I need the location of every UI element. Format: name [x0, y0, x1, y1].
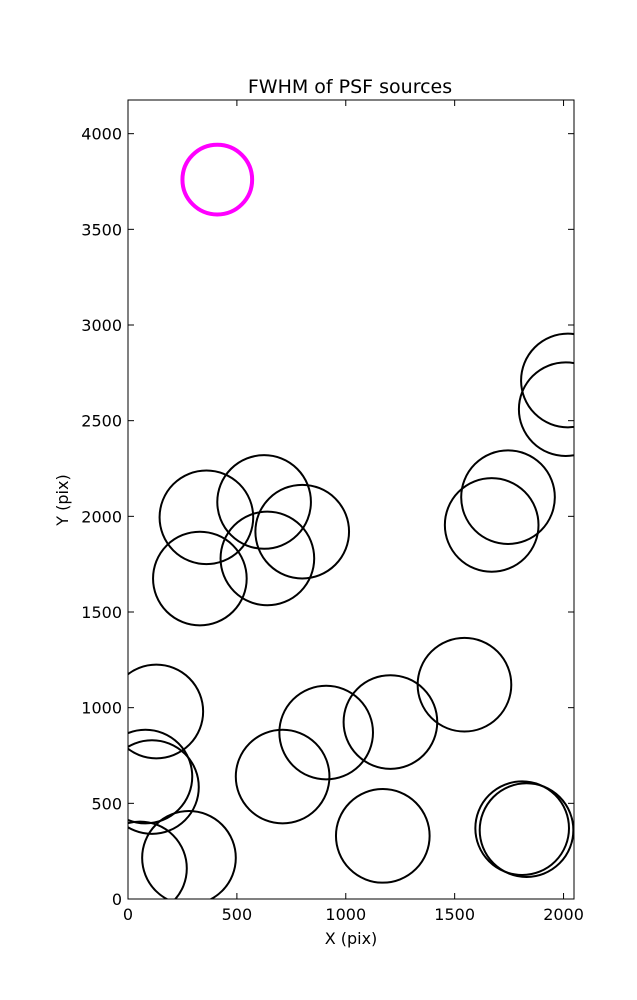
source-circle-0-6 — [254, 483, 351, 580]
source-circle-0-11 — [278, 684, 374, 781]
y-tick-label-3: 1500 — [81, 603, 122, 622]
y-tick-label-5: 2500 — [81, 412, 122, 431]
source-circle-0-16 — [474, 780, 570, 877]
source-circle-0-7 — [219, 510, 316, 607]
source-circle-0-15 — [234, 728, 331, 825]
source-circle-0-0 — [520, 332, 574, 429]
source-circle-0-13 — [128, 728, 194, 825]
source-circle-0-17 — [478, 782, 574, 878]
x-tick-label-0: 0 — [123, 905, 133, 924]
source-circle-0-18 — [334, 788, 431, 884]
source-circle-1-0 — [180, 142, 255, 217]
y-tick-label-0: 0 — [112, 890, 122, 909]
x-tick-label-1: 500 — [222, 905, 253, 924]
y-tick-label-4: 2000 — [81, 507, 122, 526]
source-circle-0-9 — [416, 636, 513, 733]
plot-marks — [128, 142, 574, 899]
x-tick-label-4: 2000 — [543, 905, 584, 924]
y-axis: 0 500 1000 1500 2000 2500 3000 3500 4000 — [81, 125, 574, 909]
y-tick-label-8: 4000 — [81, 125, 122, 144]
y-tick-label-7: 3500 — [81, 220, 122, 239]
source-circle-0-10 — [128, 663, 205, 760]
y-axis-label: Y (pix) — [53, 474, 72, 526]
chart-title: FWHM of PSF sources — [248, 76, 452, 98]
x-axis: 0 500 1000 1500 2000 — [123, 100, 584, 924]
source-circle-0-14 — [128, 739, 200, 835]
y-tick-label-1: 500 — [91, 794, 122, 813]
plot-frame — [127, 99, 575, 900]
source-circle-0-3 — [443, 477, 540, 573]
source-circle-0-2 — [460, 449, 556, 546]
x-axis-label: X (pix) — [325, 929, 378, 948]
source-circle-0-8 — [152, 530, 248, 627]
source-circle-0-19 — [141, 810, 237, 899]
source-circle-0-1 — [517, 361, 574, 457]
x-tick-label-2: 1000 — [325, 905, 366, 924]
y-tick-label-6: 3000 — [81, 316, 122, 335]
source-circle-0-12 — [342, 674, 439, 770]
x-tick-label-3: 1500 — [434, 905, 475, 924]
source-circle-0-5 — [216, 454, 312, 550]
source-circle-0-4 — [158, 469, 255, 566]
y-tick-label-2: 1000 — [81, 699, 122, 718]
source-circle-0-20 — [128, 820, 188, 899]
